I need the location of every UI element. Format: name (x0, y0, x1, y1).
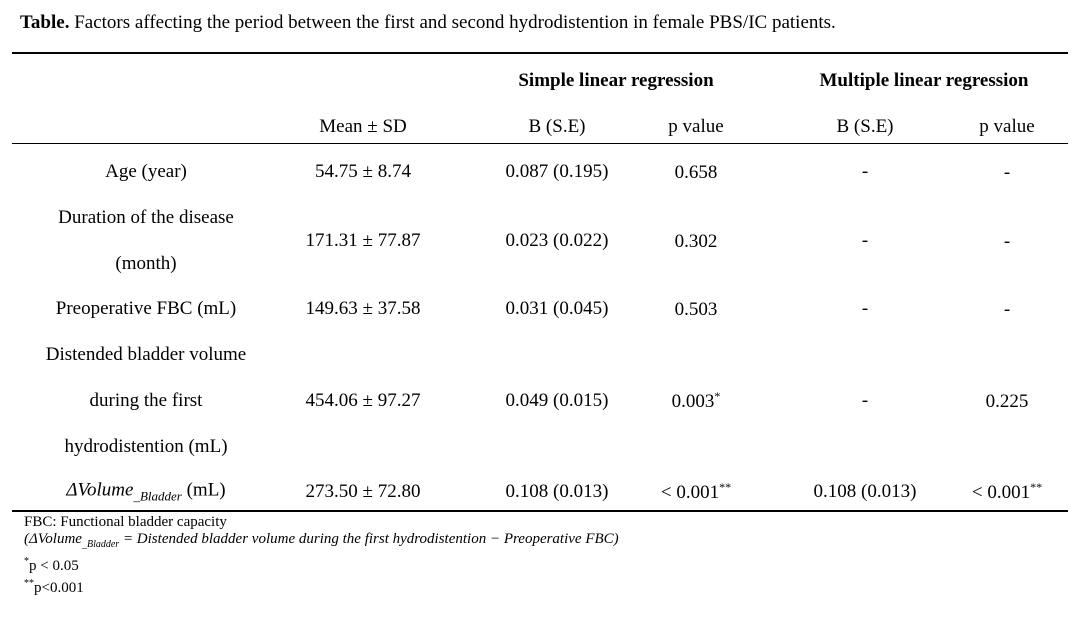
cell-simple-p: 0.503 (675, 297, 718, 321)
p-value: 0.225 (985, 391, 1029, 413)
cell-multi-p: - (1004, 229, 1010, 253)
p-value: - (1003, 162, 1011, 184)
cell-multi-b: - (861, 230, 869, 251)
multiple-b-se-header: B (S.E) (836, 116, 894, 137)
simple-p-value-header: p value (668, 116, 724, 137)
row-label-duration: Duration of the disease (month) (58, 207, 234, 299)
row-label-line: Preoperative FBC (mL) (55, 298, 237, 319)
caption-text: Factors affecting the period between the… (69, 12, 836, 33)
cell-multi-b: - (861, 298, 869, 319)
cell-simple-p: 0.302 (675, 229, 718, 253)
cell-simple-b: 0.023 (0.022) (505, 230, 609, 251)
footnote-significance-1: *p < 0.05 (24, 553, 619, 575)
p-value: 0.503 (674, 299, 718, 321)
cell-simple-b: 0.031 (0.045) (505, 298, 609, 319)
p-value: 0.302 (674, 231, 718, 253)
row-label-line: Age (year) (105, 161, 187, 182)
cell-simple-p: 0.003* (672, 389, 721, 413)
row-label-age: Age (year) (105, 161, 187, 207)
p-value: 0.003 (671, 391, 715, 413)
multiple-p-value-header: p value (979, 116, 1035, 137)
p-value: - (1003, 231, 1011, 253)
cell-mean-sd: 454.06 ± 97.27 (305, 390, 421, 411)
row-label-line: during the first (89, 390, 203, 411)
multiple-regression-header: Multiple linear regression (819, 70, 1029, 91)
cell-mean-sd: 54.75 ± 8.74 (315, 161, 411, 182)
top-rule (12, 52, 1068, 54)
cell-mean-sd: 273.50 ± 72.80 (305, 481, 421, 502)
cell-multi-b: - (861, 390, 869, 411)
row-label-line: (month) (115, 253, 177, 274)
significance-text: p<0.001 (34, 580, 84, 596)
p-value: < 0.001 (660, 482, 720, 504)
footnote-delta-subscript: _Bladder (81, 539, 120, 550)
p-value: - (1003, 299, 1011, 321)
cell-simple-b: 0.049 (0.015) (505, 390, 609, 411)
footnote-delta-definition: = Distended bladder volume during the fi… (119, 531, 619, 547)
cell-simple-b: 0.087 (0.195) (505, 161, 609, 182)
simple-regression-header: Simple linear regression (518, 70, 714, 91)
footnote-delta-volume: (ΔVolume_Bladder = Distended bladder vol… (24, 531, 619, 553)
significance-mark: * (714, 388, 721, 403)
significance-mark: ** (719, 479, 732, 494)
cell-multi-p: 0.225 (986, 389, 1029, 413)
cell-multi-b: 0.108 (0.013) (813, 481, 917, 502)
cell-simple-b: 0.108 (0.013) (505, 481, 609, 502)
mean-sd-header: Mean ± SD (319, 116, 407, 137)
cell-multi-p: < 0.001** (972, 480, 1042, 504)
caption-lead: Table. (20, 12, 70, 33)
row-label-line: Distended bladder volume (45, 344, 247, 365)
bottom-rule (12, 510, 1068, 512)
table-footnotes: FBC: Functional bladder capacity (ΔVolum… (24, 514, 619, 597)
cell-simple-p: < 0.001** (661, 480, 731, 504)
cell-mean-sd: 149.63 ± 37.58 (305, 298, 421, 319)
p-value: 0.658 (674, 162, 718, 184)
significance-mark: * (24, 556, 29, 567)
cell-simple-p: 0.658 (675, 160, 718, 184)
delta-volume-unit: (mL) (181, 479, 226, 501)
significance-mark: ** (24, 578, 34, 589)
table-caption: Table. Factors affecting the period betw… (20, 12, 836, 34)
cell-multi-p: - (1004, 297, 1010, 321)
cell-mean-sd: 171.31 ± 77.87 (305, 230, 421, 251)
cell-multi-p: - (1004, 160, 1010, 184)
row-label-preoperative-fbc: Preoperative FBC (mL) (56, 298, 236, 344)
footnote-delta-symbol: (ΔVolume (24, 531, 82, 547)
row-label-distended-volume: Distended bladder volume during the firs… (46, 344, 247, 482)
row-label-line: Duration of the disease (58, 207, 234, 228)
footnote-fbc: FBC: Functional bladder capacity (24, 514, 227, 530)
simple-b-se-header: B (S.E) (528, 116, 586, 137)
row-label-delta-volume: ΔVolume_Bladder (mL) (66, 480, 225, 505)
delta-volume-symbol: ΔVolume (66, 479, 134, 501)
p-value: < 0.001 (971, 482, 1031, 504)
significance-mark: ** (1030, 479, 1043, 494)
delta-volume-subscript: _Bladder (133, 488, 182, 504)
significance-text: p < 0.05 (29, 558, 79, 574)
header-rule (12, 143, 1068, 144)
cell-multi-b: - (861, 161, 869, 182)
row-label-line: hydrodistention (mL) (64, 436, 228, 457)
footnote-significance-2: **p<0.001 (24, 575, 619, 597)
